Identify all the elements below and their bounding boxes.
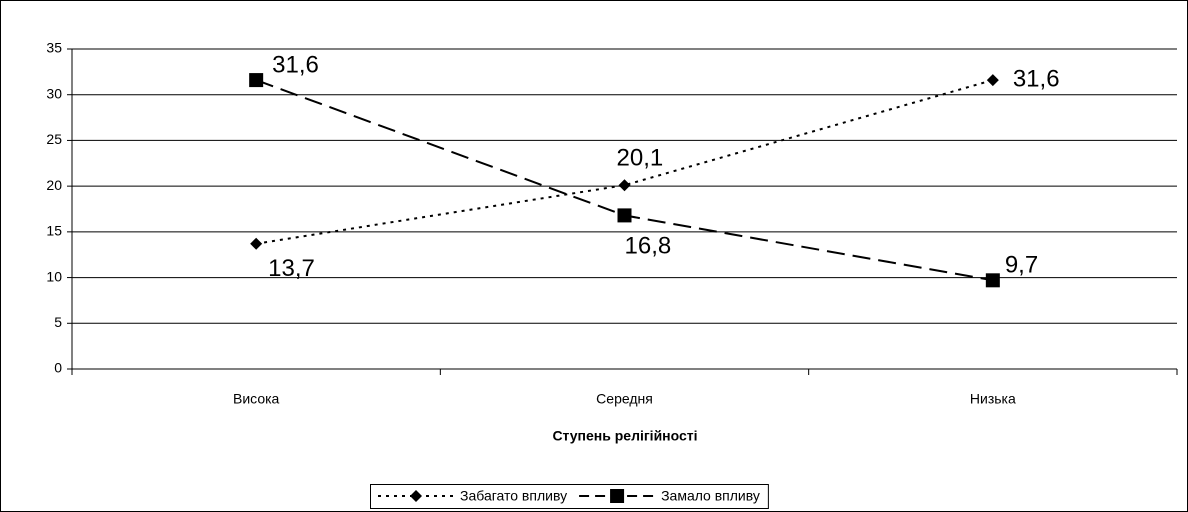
marker (250, 237, 263, 250)
value-label: 31,6 (272, 51, 319, 78)
marker (617, 208, 632, 223)
x-tick-label: Середня (596, 391, 653, 407)
x-tick-label: Висока (233, 391, 280, 407)
y-tick-label: 15 (46, 223, 62, 239)
legend: Забагато впливу Замало впливу (370, 484, 769, 509)
marker (618, 179, 631, 192)
value-label: 16,8 (625, 233, 672, 260)
y-tick-label: 5 (54, 314, 62, 330)
legend-marker (410, 490, 422, 502)
legend-marker (610, 489, 625, 503)
value-label: 9,7 (1005, 252, 1038, 279)
y-tick-label: 0 (54, 360, 62, 376)
y-tick-label: 20 (46, 177, 62, 193)
y-tick-label: 30 (46, 85, 62, 101)
y-tick-label: 25 (46, 131, 62, 147)
value-label: 13,7 (268, 255, 315, 282)
marker (249, 73, 264, 88)
marker (986, 74, 999, 87)
x-tick-label: Низька (970, 391, 1016, 407)
x-axis-label: Ступень релігійності (552, 428, 697, 444)
legend-label: Замало впливу (661, 488, 760, 504)
marker (985, 273, 1000, 288)
y-tick-label: 35 (46, 40, 62, 56)
y-tick-label: 10 (46, 268, 62, 284)
legend-label: Забагато впливу (460, 488, 567, 504)
value-label: 20,1 (617, 145, 664, 172)
value-label: 31,6 (1013, 65, 1060, 92)
